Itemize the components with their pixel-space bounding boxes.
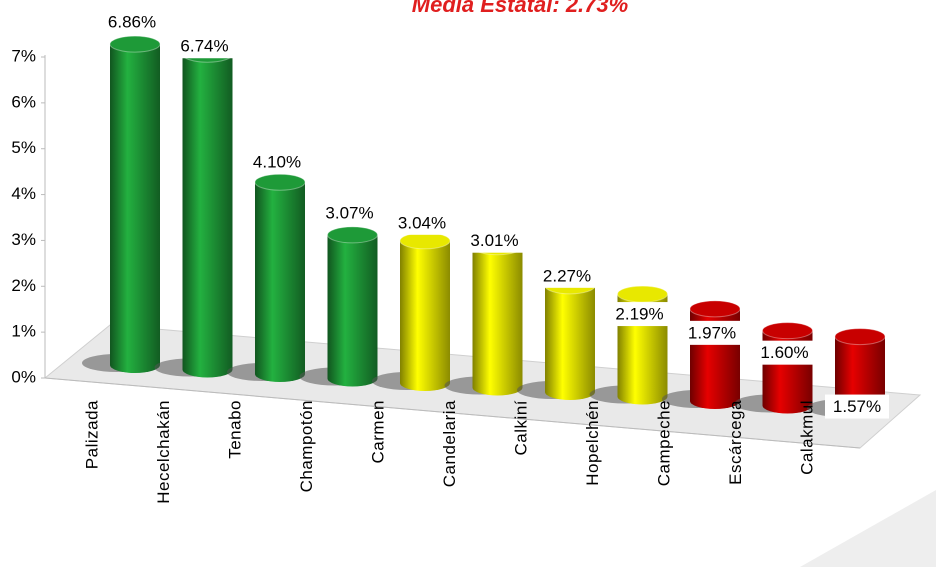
value-label-box <box>462 228 527 253</box>
value-label-box <box>100 10 164 35</box>
y-tick-label: 4% <box>11 184 36 203</box>
bar-bottom <box>255 366 305 382</box>
bar <box>545 285 595 392</box>
decoration <box>800 490 936 567</box>
bar <box>255 182 305 374</box>
bar <box>327 234 378 379</box>
y-tick-label: 2% <box>11 276 36 295</box>
x-tick-label: Carmen <box>368 400 387 463</box>
bar <box>182 54 233 370</box>
bar-top <box>834 328 886 346</box>
x-tick-label: Tenabo <box>225 400 244 459</box>
bar <box>472 246 523 388</box>
bar-bottom <box>400 375 450 391</box>
y-tick-label: 6% <box>11 92 36 111</box>
x-tick-label: Hopelchén <box>583 400 602 486</box>
bar-bottom <box>110 357 160 373</box>
y-tick-label: 1% <box>11 322 36 341</box>
bar-bottom <box>762 397 813 414</box>
value-label: 1.57% <box>833 397 881 416</box>
value-label: 6.74% <box>180 37 228 56</box>
bar-bottom <box>327 370 378 387</box>
value-label-box <box>607 302 672 327</box>
bar-top <box>617 285 668 303</box>
bar-top <box>399 232 451 250</box>
value-label-box <box>825 394 889 419</box>
bar <box>110 44 160 366</box>
value-label: 4.10% <box>253 153 301 172</box>
value-label-box <box>172 34 237 59</box>
bar-bottom <box>545 384 595 400</box>
value-label: 3.04% <box>398 213 446 232</box>
value-label: 3.07% <box>325 203 373 222</box>
value-label-box <box>752 340 817 365</box>
x-tick-label: Champotón <box>297 400 316 492</box>
x-tick-label: Candelaria <box>440 400 459 487</box>
value-label: 2.19% <box>615 305 663 324</box>
value-label-box <box>535 263 599 288</box>
value-label: 1.60% <box>760 343 808 362</box>
bar-top <box>254 173 306 191</box>
x-axis <box>44 377 861 449</box>
value-label: 2.27% <box>543 266 591 285</box>
bar-bottom <box>690 393 740 409</box>
bar <box>400 240 450 383</box>
bar-top <box>327 226 378 244</box>
chart-title: Media Estatal: 2.73% <box>412 0 628 17</box>
bar-bottom <box>617 388 668 405</box>
value-label: 1.97% <box>688 323 736 342</box>
bar-top <box>762 322 813 340</box>
x-tick-label: Calkiní <box>511 400 530 455</box>
bar-top <box>109 35 161 53</box>
y-tick-label: 5% <box>11 138 36 157</box>
x-tick-label: Calakmul <box>797 400 816 475</box>
x-tick-label: Campeche <box>654 400 673 486</box>
x-tick-label: Hecelchakán <box>154 400 173 504</box>
x-tick-label: Palizada <box>82 400 101 469</box>
value-label: 6.86% <box>108 13 156 32</box>
bar-bottom <box>182 361 233 378</box>
y-tick-label: 3% <box>11 230 36 249</box>
value-label-box <box>680 320 744 345</box>
x-tick-label: Escárcega <box>726 400 745 485</box>
value-label: 3.01% <box>470 231 518 250</box>
value-label-box <box>245 150 309 175</box>
y-tick-label: 0% <box>11 367 36 386</box>
y-tick-label: 7% <box>11 46 36 65</box>
bar-bottom <box>472 379 523 396</box>
value-label-box <box>390 210 454 235</box>
value-label-box <box>317 200 382 225</box>
bar-top <box>689 300 741 318</box>
